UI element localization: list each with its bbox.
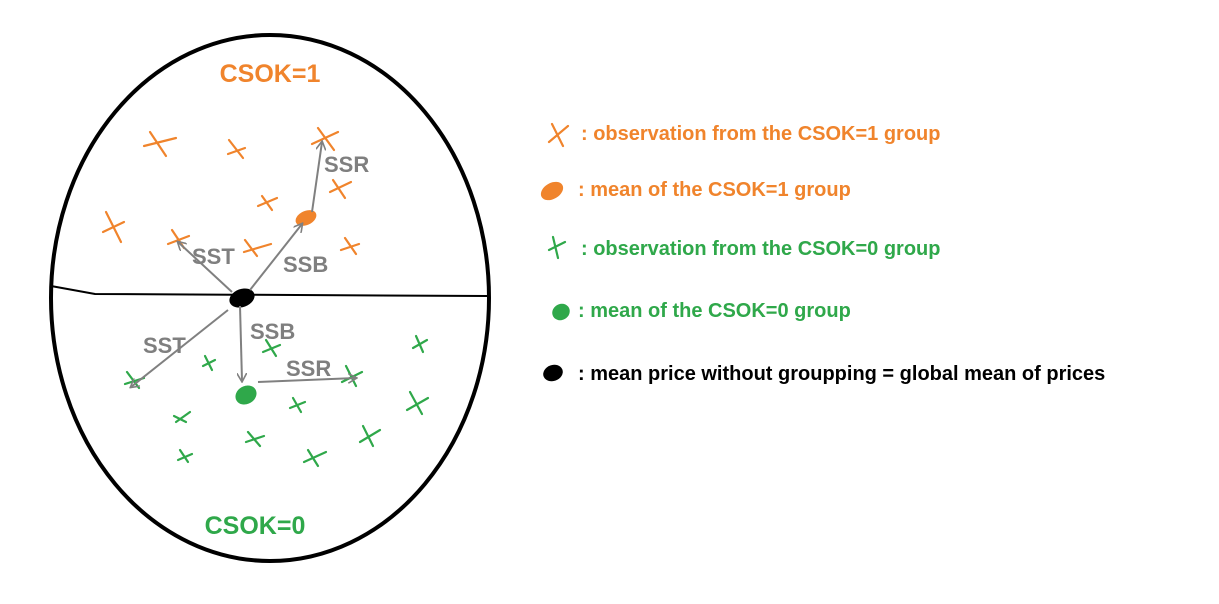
legend-item-2-label: : mean of the CSOK=1 group	[578, 179, 851, 201]
variance-arrows	[131, 142, 356, 387]
sst-lower-arrow	[131, 309, 229, 387]
group0-observation	[244, 430, 266, 448]
sst-lower-label: SST	[143, 333, 186, 358]
ssr-upper-label: SSR	[324, 152, 369, 177]
group1-observation	[328, 178, 353, 200]
group1-observation	[166, 228, 191, 250]
green-dot-icon	[552, 303, 570, 321]
population-ellipse	[49, 33, 491, 563]
group1-observation	[226, 138, 247, 160]
ssb-lower-label: SSB	[250, 319, 295, 344]
group0-observation	[261, 338, 282, 358]
global-mean-dot	[229, 288, 255, 308]
group1-label: CSOK=1	[220, 60, 321, 88]
group0-observation	[176, 448, 194, 464]
group1-observation	[310, 126, 340, 152]
legend-item-3-label: : observation from the CSOK=0 group	[581, 238, 940, 260]
group0-observation	[201, 354, 217, 372]
group1-observation	[256, 194, 279, 212]
group0-label: CSOK=0	[205, 512, 306, 540]
group1-observation	[101, 210, 126, 244]
legend-item-5-label: : mean price without groupping = global …	[578, 363, 1105, 385]
group-divider-line	[50, 285, 488, 297]
group0-observation	[405, 390, 430, 416]
orange-x-icon	[547, 122, 570, 148]
green-x-icon	[547, 235, 567, 260]
orange-dot-icon	[540, 181, 564, 201]
group1-observation	[142, 130, 178, 158]
ssb-upper-arrow	[249, 224, 302, 291]
sst-upper-label: SST	[192, 244, 235, 269]
group1-observation	[242, 238, 273, 258]
group0-observation	[411, 334, 429, 354]
legend-item-4-label: : mean of the CSOK=0 group	[578, 300, 851, 322]
ssr-lower-arrow	[257, 378, 356, 382]
ssr-upper-arrow	[311, 142, 322, 213]
group1-mean-dot	[295, 210, 317, 226]
group0-observation	[288, 396, 307, 414]
group0-mean-dot	[235, 385, 257, 405]
sst-upper-arrow	[178, 242, 233, 293]
ssb-upper-label: SSB	[283, 252, 328, 277]
legend-item-1-label: : observation from the CSOK=1 group	[581, 123, 940, 145]
group1-observation	[339, 236, 361, 256]
black-dot-icon	[543, 364, 563, 382]
group0-observation	[358, 424, 382, 448]
legend: : observation from the CSOK=1 group : me…	[540, 122, 1105, 385]
group0-observation	[172, 410, 192, 424]
group0-observation	[302, 448, 328, 468]
ssb-lower-arrow	[240, 305, 242, 381]
group0-observation	[340, 364, 364, 388]
ssr-lower-label: SSR	[286, 356, 331, 381]
